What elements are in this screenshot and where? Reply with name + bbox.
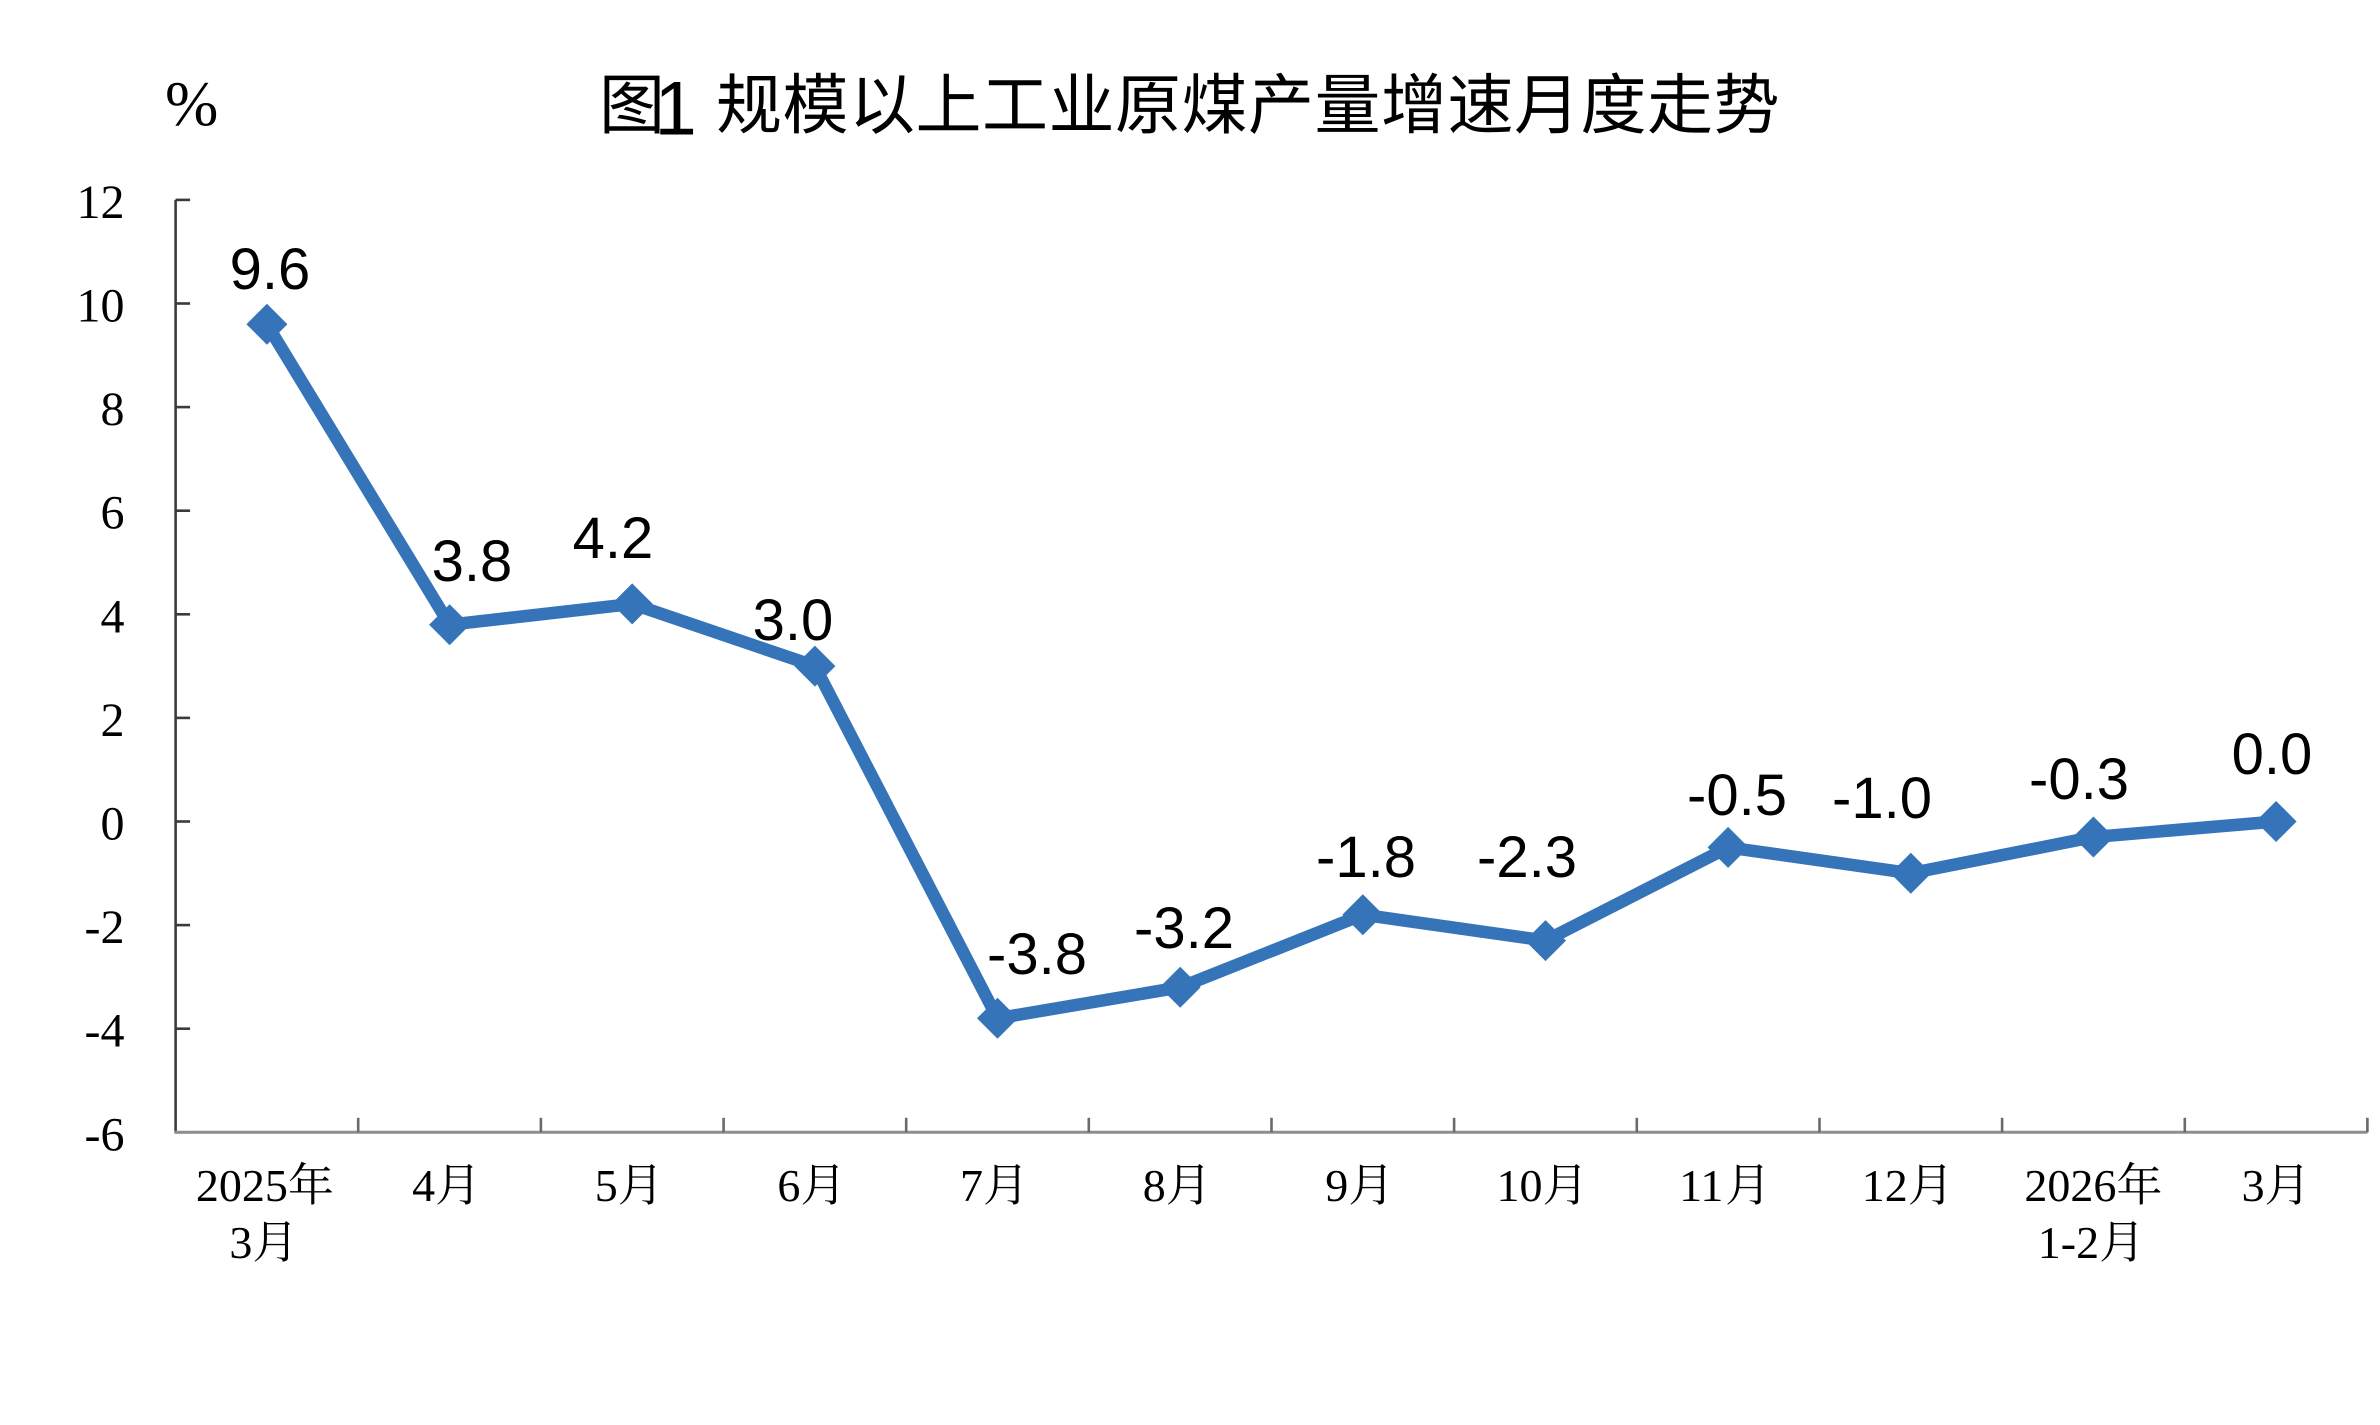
svg-text:9: 9 (1325, 1160, 1348, 1211)
svg-text:-2.3: -2.3 (1477, 825, 1577, 890)
svg-text:3.0: 3.0 (753, 588, 834, 653)
svg-text:5: 5 (595, 1160, 618, 1211)
svg-text:12: 12 (77, 176, 125, 229)
svg-text:%: % (165, 68, 218, 139)
svg-text:-1.0: -1.0 (1832, 766, 1932, 831)
svg-text:-4: -4 (85, 1005, 125, 1058)
svg-text:-3.8: -3.8 (987, 922, 1087, 987)
svg-text:-2: -2 (85, 901, 125, 954)
svg-text:12: 12 (1862, 1160, 1908, 1211)
svg-text:11: 11 (1679, 1160, 1723, 1211)
svg-text:-1.8: -1.8 (1316, 825, 1416, 890)
svg-text:-3.2: -3.2 (1134, 896, 1234, 961)
svg-text:6: 6 (101, 487, 125, 540)
svg-text:0.0: 0.0 (2232, 722, 2313, 787)
svg-text:4.2: 4.2 (573, 506, 654, 571)
svg-text:3: 3 (229, 1217, 252, 1268)
svg-text:1-2: 1-2 (2038, 1217, 2099, 1268)
svg-text:-0.3: -0.3 (2029, 747, 2129, 812)
svg-text:4: 4 (412, 1160, 435, 1211)
svg-text:2026: 2026 (2024, 1160, 2116, 1211)
svg-text:1: 1 (655, 66, 697, 151)
svg-text:8: 8 (1143, 1160, 1166, 1211)
svg-text:-0.5: -0.5 (1687, 763, 1787, 828)
svg-text:8: 8 (101, 383, 125, 436)
svg-text:3: 3 (2242, 1160, 2265, 1211)
svg-text:7: 7 (960, 1160, 983, 1211)
svg-text:2025: 2025 (196, 1160, 288, 1211)
svg-text:6: 6 (777, 1160, 800, 1211)
svg-text:4: 4 (101, 590, 125, 643)
svg-text:10: 10 (77, 280, 125, 333)
svg-text:3.8: 3.8 (432, 529, 513, 594)
svg-text:0: 0 (101, 798, 125, 851)
svg-text:10: 10 (1497, 1160, 1543, 1211)
svg-text:9.6: 9.6 (230, 237, 311, 302)
svg-text:-6: -6 (85, 1108, 125, 1161)
svg-text:2: 2 (101, 694, 125, 747)
